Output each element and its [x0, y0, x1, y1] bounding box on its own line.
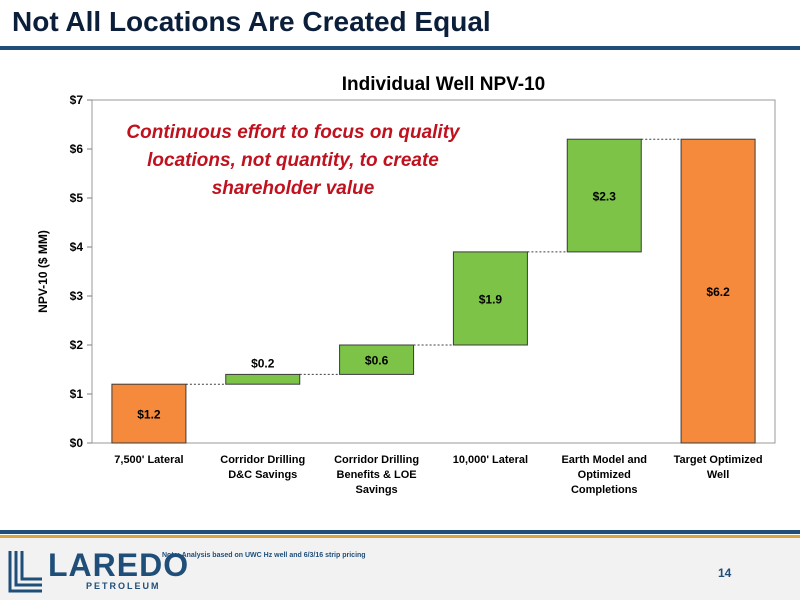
bar-value-label: $0.2 [251, 356, 275, 370]
bar-1 [111, 383, 187, 444]
bar-2 [225, 373, 301, 385]
logo-mark-icon [8, 551, 42, 593]
y-tick-label: $0 [70, 436, 84, 450]
y-tick-label: $2 [70, 338, 84, 352]
x-category-label: 7,500' Lateral [114, 454, 183, 466]
page-number: 14 [718, 566, 732, 580]
x-category-label: Benefits & LOE [337, 469, 417, 481]
chart-annotation: shareholder value [212, 178, 375, 199]
bar-value-label: $2.3 [593, 190, 617, 204]
x-category-label: Well [707, 469, 729, 481]
x-category-label: 10,000' Lateral [453, 454, 528, 466]
y-tick-label: $5 [70, 191, 84, 205]
x-category-label: Target Optimized [674, 454, 763, 466]
bar-value-label: $1.2 [137, 408, 161, 422]
bar-value-label: $1.9 [479, 292, 503, 306]
y-tick-label: $1 [70, 387, 84, 401]
bar-value-label: $0.6 [365, 354, 389, 368]
x-category-label: D&C Savings [228, 469, 297, 481]
footer-rule-blue [0, 530, 800, 534]
y-tick-label: $3 [70, 289, 84, 303]
y-tick-label: $4 [70, 240, 84, 254]
x-category-label: Corridor Drilling [334, 454, 419, 466]
slide-title: Not All Locations Are Created Equal [12, 6, 491, 37]
x-category-label: Earth Model and [561, 454, 647, 466]
x-category-label: Corridor Drilling [220, 454, 305, 466]
chart-title: Individual Well NPV-10 [342, 74, 545, 95]
bar-3 [339, 344, 415, 375]
footer [0, 538, 800, 600]
laredo-logo: LAREDO PETROLEUM [8, 547, 188, 595]
bar-4 [452, 251, 528, 346]
chart-annotation: Continuous effort to focus on quality [126, 122, 461, 143]
plot-area [91, 99, 776, 444]
logo-subtitle: PETROLEUM [86, 581, 161, 591]
title-rule [0, 46, 800, 50]
y-tick-label: $7 [70, 93, 84, 107]
bar-5 [566, 138, 642, 253]
x-category-label: Optimized [578, 469, 631, 481]
chart-annotation: locations, not quantity, to create [147, 150, 439, 171]
y-tick-label: $6 [70, 142, 84, 156]
footnote: Note: Analysis based on UWC Hz well and … [162, 552, 366, 559]
x-category-label: Savings [355, 484, 397, 496]
footer-rule-gold [0, 535, 800, 538]
x-category-label: Completions [571, 484, 638, 496]
y-axis-label: NPV-10 ($ MM) [36, 230, 50, 313]
logo-name: LAREDO [48, 547, 190, 583]
bar-6 [680, 138, 756, 444]
waterfall-chart: Individual Well NPV-10 $0 $1 $2 $3 $4 $5 $6 $7 NP… [36, 74, 776, 496]
bar-value-label: $6.2 [706, 285, 730, 299]
